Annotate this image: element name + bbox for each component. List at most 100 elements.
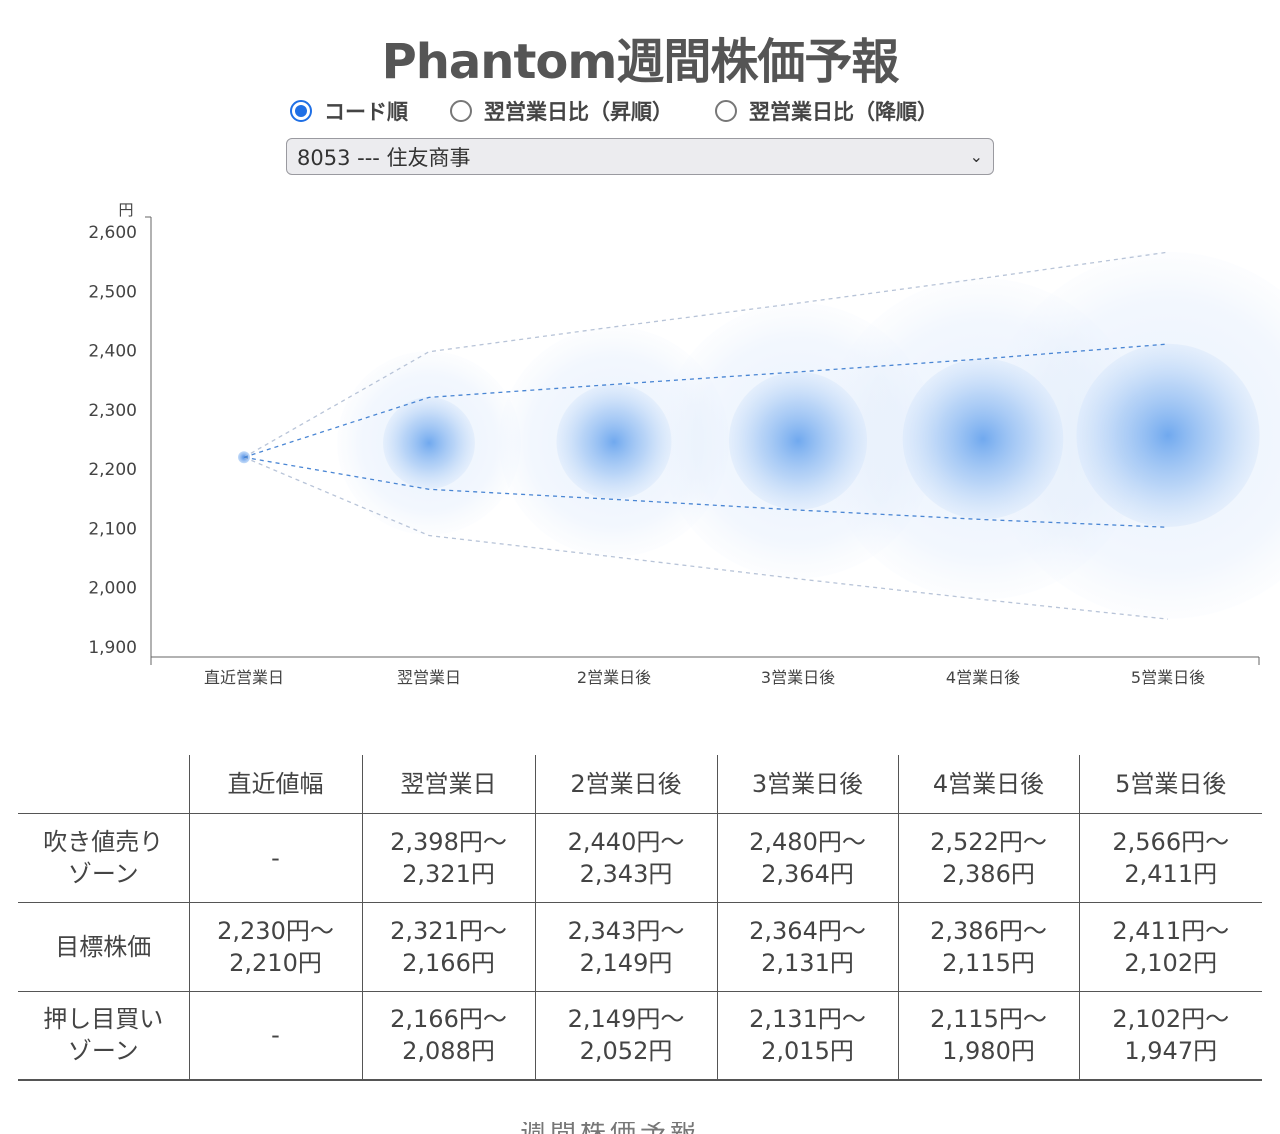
radio-unchecked-icon[interactable] (450, 100, 472, 122)
cell-line: 2,386円〜 (930, 916, 1047, 945)
x-tick-label: 3営業日後 (761, 668, 835, 687)
table-cell: 2,115円〜 1,980円 (897, 990, 1080, 1081)
row-label-line: ゾーン (67, 1037, 139, 1066)
section-heading: 週間株価予報 (520, 1122, 760, 1134)
row-label-line: 目標株価 (55, 932, 152, 961)
cell-line: 2,149円 (579, 948, 673, 977)
y-tick-label: 2,000 (88, 579, 137, 599)
cell-line: 2,343円〜 (567, 916, 685, 945)
table-header (18, 755, 190, 814)
sort-option-label: コード順 (324, 100, 408, 124)
cell-line: 2,398円〜 (390, 827, 507, 856)
table-cell: - (188, 812, 363, 903)
cell-line: 2,115円〜 (930, 1005, 1047, 1034)
stock-select-value: 8053 --- 住友商事 (297, 145, 471, 170)
table-cell: 2,398円〜 2,321円 (361, 812, 536, 903)
cell-line: 2,522円〜 (930, 827, 1047, 856)
cell-line: 2,166円〜 (390, 1005, 507, 1034)
table-cell: 2,230円〜 2,210円 (188, 901, 363, 992)
cell-line: 2,321円〜 (390, 916, 507, 945)
table-cell: 2,321円〜 2,166円 (361, 901, 536, 992)
radio-checked-icon[interactable] (290, 100, 312, 122)
cell-line: 2,230円〜 (217, 916, 334, 945)
table-cell: 2,131円〜 2,015円 (716, 990, 899, 1081)
cell-line: 2,088円 (402, 1037, 495, 1066)
cell-line: 2,386円 (942, 859, 1035, 888)
lower-target-line (243, 456, 1169, 528)
cell-line: 1,947円 (1124, 1037, 1218, 1066)
sort-option-label: 翌営業日比（昇順） (484, 100, 673, 124)
stock-select[interactable]: 8053 --- 住友商事 ⌄ (286, 138, 994, 175)
cell-line: 2,149円〜 (567, 1005, 685, 1034)
target-zone-bubble (556, 384, 672, 500)
sort-option-code[interactable]: コード順 (290, 96, 408, 126)
table-header: 2営業日後 (534, 755, 718, 814)
cell-line: 2,102円 (1124, 948, 1218, 977)
table-cell: 2,102円〜 1,947円 (1078, 990, 1262, 1081)
cell-line: 2,411円〜 (1112, 916, 1230, 945)
table-cell: 2,364円〜 2,131円 (716, 901, 899, 992)
table-header: 直近値幅 (188, 755, 363, 814)
target-zone-bubble (383, 397, 475, 490)
cell-line: - (271, 1021, 280, 1050)
table-cell: 2,522円〜 2,386円 (897, 812, 1080, 903)
cell-line: 2,364円〜 (749, 916, 866, 945)
row-label-line: 押し目買い (43, 1005, 164, 1034)
table-cell: 2,343円〜 2,149円 (534, 901, 718, 992)
y-tick-label: 2,200 (88, 460, 137, 480)
table-cell: 2,566円〜 2,411円 (1078, 812, 1262, 903)
table-header: 3営業日後 (716, 755, 899, 814)
table-cell: 2,166円〜 2,088円 (361, 990, 536, 1081)
target-zone-bubble (728, 371, 868, 510)
cell-line: 2,166円 (402, 948, 495, 977)
table-header-row: 直近値幅 翌営業日 2営業日後 3営業日後 4営業日後 5営業日後 (18, 755, 1262, 814)
target-zone-bubble (902, 358, 1064, 520)
x-tick-label: 5営業日後 (1131, 668, 1205, 687)
cell-line: 2,364円 (761, 859, 854, 888)
y-tick-label: 2,500 (88, 282, 137, 302)
table-row: 目標株価 2,230円〜 2,210円 2,321円〜 2,166円 2,343円〜 2,1… (18, 901, 1262, 992)
cell-line: 2,210円 (229, 948, 322, 977)
table-header: 翌営業日 (361, 755, 536, 814)
row-label: 吹き値売り ゾーン (18, 812, 190, 903)
row-label: 目標株価 (18, 901, 190, 992)
y-axis-unit: 円 (118, 201, 133, 219)
table-header: 5営業日後 (1078, 755, 1262, 814)
y-tick-label: 2,400 (88, 342, 137, 362)
y-tick-label: 2,100 (88, 519, 137, 539)
x-tick-label: 4営業日後 (946, 668, 1020, 687)
upper-target-line (243, 343, 1169, 458)
section-heading-cropped: 週間株価予報 (520, 1122, 760, 1134)
table-cell: 2,440円〜 2,343円 (534, 812, 718, 903)
cell-line: 2,102円〜 (1112, 1005, 1230, 1034)
table-cell: - (188, 990, 363, 1081)
cell-line: 2,015円 (761, 1037, 854, 1066)
table-row: 吹き値売りゾーン - 2,398円〜 2,321円 2,440円〜 2,343円 2,480… (18, 812, 1262, 903)
sort-option-asc[interactable]: 翌営業日比（昇順） (450, 96, 673, 126)
x-tick-label: 翌営業日 (397, 668, 461, 687)
cell-line: 2,566円〜 (1112, 827, 1230, 856)
table-row: 押し目買いゾーン - 2,166円〜 2,088円 2,149円〜 2,052円 2,131… (18, 990, 1262, 1081)
cell-line: 2,480円〜 (749, 827, 866, 856)
radio-unchecked-icon[interactable] (715, 100, 737, 122)
cell-line: 2,052円 (579, 1037, 673, 1066)
forecast-chart: 円 2,600 2,500 2,400 2,300 2,200 2,100 2,000 1,90… (88, 201, 1280, 687)
cell-line: 1,980円 (942, 1037, 1035, 1066)
row-label-line: ゾーン (67, 859, 139, 888)
cell-line: 2,411円 (1124, 859, 1218, 888)
y-tick-label: 2,300 (88, 401, 137, 421)
cell-line: - (271, 843, 280, 872)
table-cell: 2,411円〜 2,102円 (1078, 901, 1262, 992)
page-title: Phantom週間株価予報 (381, 34, 900, 90)
cell-line: 2,115円 (942, 948, 1035, 977)
row-label-line: 吹き値売り (43, 827, 164, 856)
cell-line: 2,131円 (761, 948, 854, 977)
cell-line: 2,343円 (579, 859, 673, 888)
sort-option-desc[interactable]: 翌営業日比（降順） (715, 96, 938, 126)
table-cell: 2,480円〜 2,364円 (716, 812, 899, 903)
cell-line: 2,440円〜 (567, 827, 685, 856)
x-tick-label: 2営業日後 (577, 668, 651, 687)
cell-line: 2,131円〜 (749, 1005, 866, 1034)
table-cell: 2,386円〜 2,115円 (897, 901, 1080, 992)
upper-outer-line (243, 251, 1169, 458)
